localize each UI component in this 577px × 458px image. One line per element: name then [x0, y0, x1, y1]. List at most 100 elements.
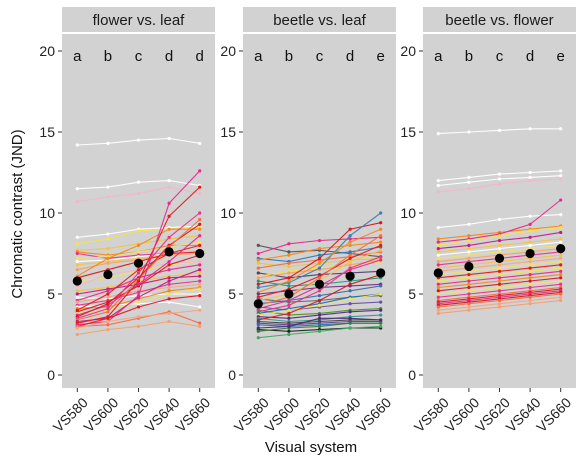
series-point	[559, 260, 563, 264]
series-point	[167, 235, 171, 239]
series-point	[75, 143, 79, 147]
series-point	[348, 289, 352, 293]
series-point	[528, 229, 532, 233]
series-point	[559, 213, 563, 217]
series-point	[136, 294, 141, 298]
series-point	[317, 253, 322, 257]
mean-point	[133, 258, 144, 268]
series-point	[528, 260, 532, 264]
series-point	[528, 170, 532, 175]
series-point	[497, 243, 502, 247]
series-point	[287, 250, 291, 254]
series-point	[559, 282, 563, 286]
series-point	[287, 276, 291, 280]
series-point	[317, 298, 322, 303]
mean-point	[72, 276, 82, 286]
y-tick-label: 5	[228, 286, 236, 302]
series-point	[348, 321, 352, 325]
significance-letter: b	[285, 48, 293, 65]
series-point	[528, 285, 532, 290]
series-point	[106, 319, 110, 324]
series-point	[106, 310, 110, 314]
series-point	[167, 276, 171, 280]
series-point	[198, 274, 202, 278]
series-point	[528, 298, 532, 303]
chart-panels: flower vs. leaf05101520VS580VS600VS620VS…	[39, 7, 576, 435]
series-point	[256, 271, 260, 275]
series-point	[256, 258, 260, 262]
significance-letter: e	[557, 48, 565, 65]
series-point	[559, 174, 563, 178]
series-point	[317, 316, 322, 320]
series-point	[75, 263, 79, 267]
series-point	[379, 243, 383, 247]
series-point	[75, 295, 79, 299]
series-point	[379, 284, 383, 288]
series-point	[436, 250, 440, 254]
series-point	[436, 132, 440, 136]
series-point	[75, 187, 79, 191]
y-tick-label: 0	[47, 367, 55, 383]
series-point	[559, 266, 563, 270]
series-point	[467, 305, 471, 309]
series-point	[287, 279, 291, 283]
series-point	[528, 276, 532, 280]
series-point	[379, 234, 383, 238]
series-point	[467, 234, 471, 238]
series-point	[348, 297, 352, 301]
series-point	[287, 242, 291, 246]
series-point	[167, 201, 171, 205]
series-point	[287, 311, 291, 316]
series-point	[436, 311, 440, 316]
x-tick-label: VS660	[172, 394, 213, 435]
series-point	[75, 251, 79, 256]
series-point	[198, 287, 202, 291]
series-point	[167, 292, 171, 296]
series-point	[287, 264, 291, 269]
series-point	[348, 310, 352, 314]
series-point	[348, 256, 352, 260]
series-point	[136, 279, 141, 283]
series-point	[256, 285, 260, 290]
y-tick-label: 0	[228, 367, 236, 383]
series-point	[75, 326, 79, 330]
series-point	[256, 251, 260, 256]
series-point	[287, 324, 291, 328]
significance-letter: d	[196, 48, 204, 65]
series-point	[136, 300, 141, 304]
series-point	[106, 247, 110, 251]
series-point	[467, 279, 471, 283]
series-point	[467, 222, 471, 226]
mean-point	[314, 279, 325, 289]
y-tick-label: 20	[220, 43, 236, 59]
series-point	[167, 311, 171, 316]
series-point	[379, 248, 383, 252]
significance-letter: d	[526, 48, 534, 65]
series-point	[348, 243, 352, 247]
series-point	[528, 266, 532, 270]
series-point	[198, 191, 202, 196]
series-point	[528, 302, 532, 306]
series-point	[467, 253, 471, 257]
series-point	[256, 276, 260, 280]
series-point	[348, 302, 352, 306]
series-point	[136, 180, 141, 184]
series-point	[379, 227, 383, 231]
series-point	[317, 238, 322, 243]
series-point	[497, 302, 502, 306]
significance-letter: d	[165, 48, 173, 65]
series-point	[198, 234, 202, 238]
series-point	[287, 261, 291, 265]
series-point	[106, 232, 110, 236]
series-point	[559, 237, 563, 241]
series-point	[467, 247, 471, 251]
series-point	[528, 282, 532, 286]
series-point	[106, 256, 110, 260]
series-point	[317, 324, 322, 328]
series-point	[256, 243, 260, 247]
series-point	[317, 303, 322, 307]
series-point	[436, 308, 440, 312]
series-point	[467, 302, 471, 306]
series-point	[497, 279, 502, 283]
